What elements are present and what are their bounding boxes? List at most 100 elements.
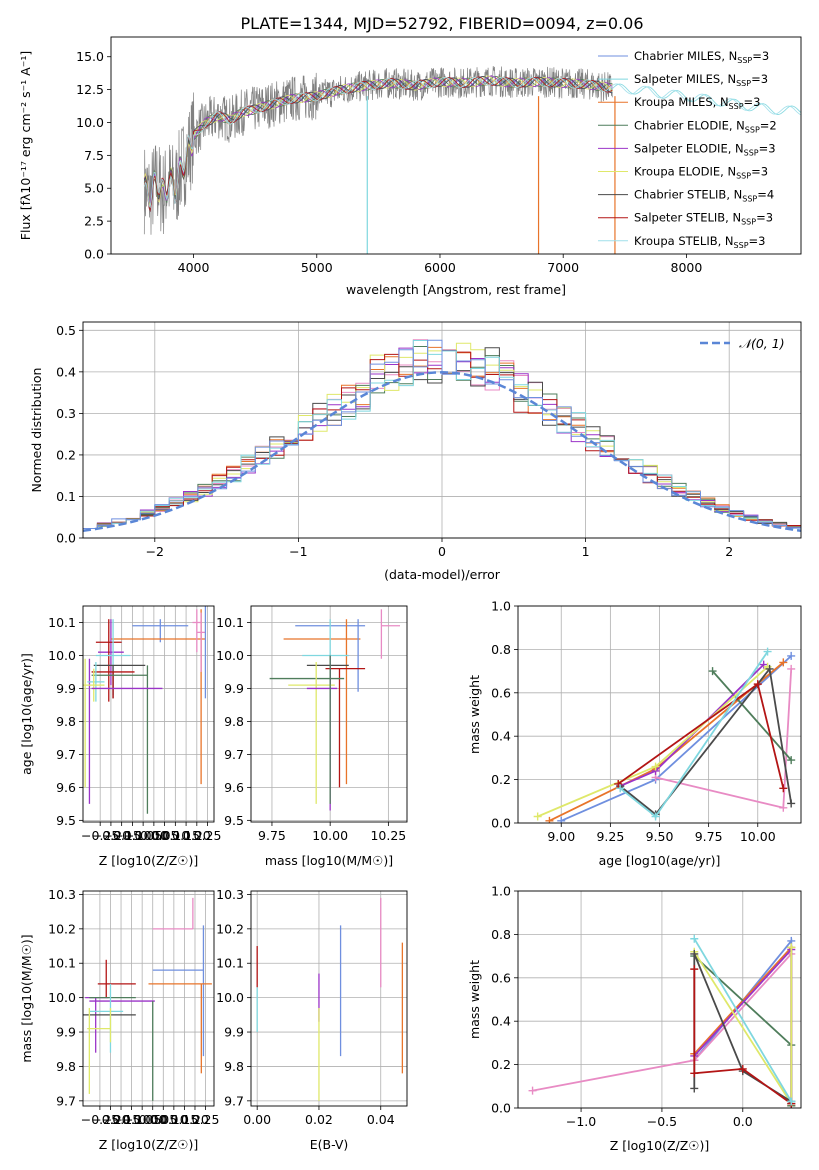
- legend-label: Kroupa ELODIE, NSSP=3: [634, 165, 768, 181]
- weight-vs-Z-ytick-label: 0.0: [491, 1101, 511, 1116]
- mass-vs-Z-xtick-label: 0.15: [170, 1112, 198, 1127]
- model-spectrum-line: [143, 76, 613, 210]
- spectrum-frame: [110, 36, 802, 255]
- model-spectrum-line: [143, 76, 613, 213]
- residuals-ylabel: Normed distribution: [29, 368, 44, 493]
- weight-point-marker: [753, 680, 762, 689]
- mass-vs-Z-xtick-label: −0.25: [81, 1112, 119, 1127]
- legend-label: Chabrier MILES, NSSP=3: [634, 49, 769, 65]
- age-vs-Z-xtick-label: 0.15: [172, 828, 200, 843]
- spectrum-xtick-label: 8000: [671, 260, 703, 275]
- weight-line: [619, 666, 793, 816]
- model-spectrum-line: [143, 76, 613, 204]
- model-spectrum-line: [143, 75, 613, 204]
- mass-vs-Z-xtick-label: 0.25: [192, 1112, 220, 1127]
- mass-vs-Z-xtick-label: 0.20: [181, 1112, 209, 1127]
- residuals-ytick-label: 0.4: [56, 364, 76, 379]
- mass-vs-Z-ytick-label: 9.8: [56, 1059, 76, 1074]
- weight-vs-Z-ytick-label: 0.6: [491, 970, 511, 985]
- age-vs-Z-xlabel: Z [log10(Z/Z☉)]: [99, 853, 199, 868]
- weight-point-marker: [738, 1064, 747, 1073]
- residuals-xtick-label: −1: [289, 544, 307, 559]
- weight-point-marker: [614, 779, 623, 788]
- mass-vs-Z-xtick-label: −0.15: [102, 1112, 140, 1127]
- weight-vs-age-frame: [517, 605, 802, 824]
- weight-point-marker: [533, 812, 542, 821]
- weight-point-marker: [787, 664, 796, 673]
- model-spectrum-line: [143, 76, 613, 208]
- weight-vs-age-ytick-label: 0.8: [491, 642, 511, 657]
- age-vs-mass-xlabel: mass [log10(M/M☉)]: [265, 853, 393, 868]
- mass-vs-Z-xtick-label: −0.10: [112, 1112, 150, 1127]
- weight-vs-Z-xtick-label: −0.5: [647, 1114, 677, 1129]
- legend-label: Chabrier STELIB, NSSP=4: [634, 188, 774, 204]
- mass-vs-Z-ytick-label: 10.3: [48, 887, 76, 902]
- legend-label: Kroupa STELIB, NSSP=3: [634, 234, 765, 250]
- spectrum-ytick-label: 5.0: [84, 181, 104, 196]
- age-vs-mass-ytick-label: 9.8: [224, 714, 244, 729]
- residuals-ytick-label: 0.3: [56, 406, 76, 421]
- weight-vs-Z-panel: −1.0 −0.5 0.0 0.0 0.2 0.4 0.6 0.8 1.0 Z [log10(Z/…: [467, 884, 802, 1153]
- age-vs-mass-ytick-label: 9.5: [224, 813, 244, 828]
- mass-vs-Z-ytick-label: 9.7: [56, 1093, 76, 1108]
- age-vs-mass-panel: 9.75 10.00 10.25 9.5 9.6 9.7 9.8 9.9 10.0 10.1 mas…: [216, 605, 408, 868]
- weight-point-marker: [690, 965, 699, 974]
- spectrum-xtick-label: 7000: [547, 260, 579, 275]
- weight-vs-Z-marks: [528, 934, 796, 1108]
- mass-vs-ebv-xtick-label: 0.00: [243, 1112, 271, 1127]
- weight-point-marker: [787, 756, 796, 765]
- weight-vs-age-xtick-label: 9.50: [646, 829, 674, 844]
- spectrum-panel: 4000 5000 6000 7000 8000 0.0 2.5 5.0 7.5 10.0 12.5…: [18, 36, 802, 297]
- age-vs-mass-ytick-label: 10.1: [216, 615, 244, 630]
- weight-vs-Z-xtick-label: 0.0: [733, 1114, 753, 1129]
- weight-vs-Z-frame: [517, 890, 802, 1109]
- weight-line: [560, 655, 792, 822]
- weight-vs-age-xtick-label: 10.00: [740, 829, 776, 844]
- residuals-frame: [82, 321, 802, 539]
- age-vs-mass-ytick-label: 9.9: [224, 681, 244, 696]
- age-vs-Z-frame: [82, 605, 215, 823]
- weight-vs-Z-ytick-label: 0.2: [491, 1057, 511, 1072]
- age-vs-Z-xtick-label: −0.25: [81, 828, 119, 843]
- figure-title: PLATE=1344, MJD=52792, FIBERID=0094, z=0…: [240, 14, 643, 33]
- age-vs-mass-ytick-label: 9.7: [224, 747, 244, 762]
- age-vs-Z-xtick-label: 0.20: [183, 828, 211, 843]
- weight-vs-Z-ylabel: mass weight: [467, 960, 482, 1039]
- mass-vs-ebv-ytick-label: 9.7: [224, 1093, 244, 1108]
- residuals-ytick-label: 0.5: [56, 323, 76, 338]
- residual-histogram: [83, 339, 801, 529]
- age-vs-mass-ytick-label: 9.6: [224, 780, 244, 795]
- legend-label: 𝒩(0, 1): [739, 336, 785, 351]
- residuals-ytick-label: 0.0: [56, 531, 76, 546]
- spectrum-marks: [143, 66, 801, 254]
- residuals-xlabel: (data-model)/error: [384, 567, 501, 582]
- mass-vs-ebv-ytick-label: 10.1: [216, 956, 244, 971]
- mass-vs-ebv-ytick-label: 10.0: [216, 990, 244, 1005]
- mass-vs-Z-ytick-label: 10.2: [48, 921, 76, 936]
- weight-point-marker: [779, 803, 788, 812]
- spectrum-ytick-label: 0.0: [84, 247, 104, 262]
- mass-vs-Z-ytick-label: 10.1: [48, 956, 76, 971]
- weight-point-marker: [690, 1069, 699, 1078]
- age-vs-Z-ytick-label: 10.0: [48, 648, 76, 663]
- spectrum-xtick-label: 4000: [178, 260, 210, 275]
- mass-vs-Z-marks: [83, 897, 212, 1101]
- residuals-ytick-label: 0.1: [56, 489, 76, 504]
- weight-point-marker: [787, 943, 796, 952]
- legend-label: Salpeter ELODIE, NSSP=3: [634, 141, 776, 157]
- spectrum-ylabel: Flux [fλ10⁻¹⁷ erg cm⁻² s⁻¹ A⁻¹]: [18, 51, 33, 240]
- weight-vs-Z-ytick-label: 1.0: [491, 884, 511, 899]
- weight-point-marker: [528, 1086, 537, 1095]
- age-vs-Z-xtick-label: 0.10: [161, 828, 189, 843]
- age-vs-mass-ytick-label: 10.0: [216, 648, 244, 663]
- mass-vs-ebv-frame: [250, 890, 408, 1107]
- weight-vs-age-ytick-label: 0.4: [491, 729, 511, 744]
- mass-vs-Z-xtick-label: −0.20: [91, 1112, 129, 1127]
- residuals-xtick-label: 0: [438, 544, 446, 559]
- age-vs-Z-xtick-label: −0.10: [113, 828, 151, 843]
- mass-vs-ebv-xtick-label: 0.02: [305, 1112, 333, 1127]
- weight-point-marker: [787, 799, 796, 808]
- age-vs-Z-panel: −0.25−0.20−0.15−0.10−0.050.000.050.100.1…: [19, 605, 221, 868]
- weight-vs-age-ytick-label: 0.2: [491, 772, 511, 787]
